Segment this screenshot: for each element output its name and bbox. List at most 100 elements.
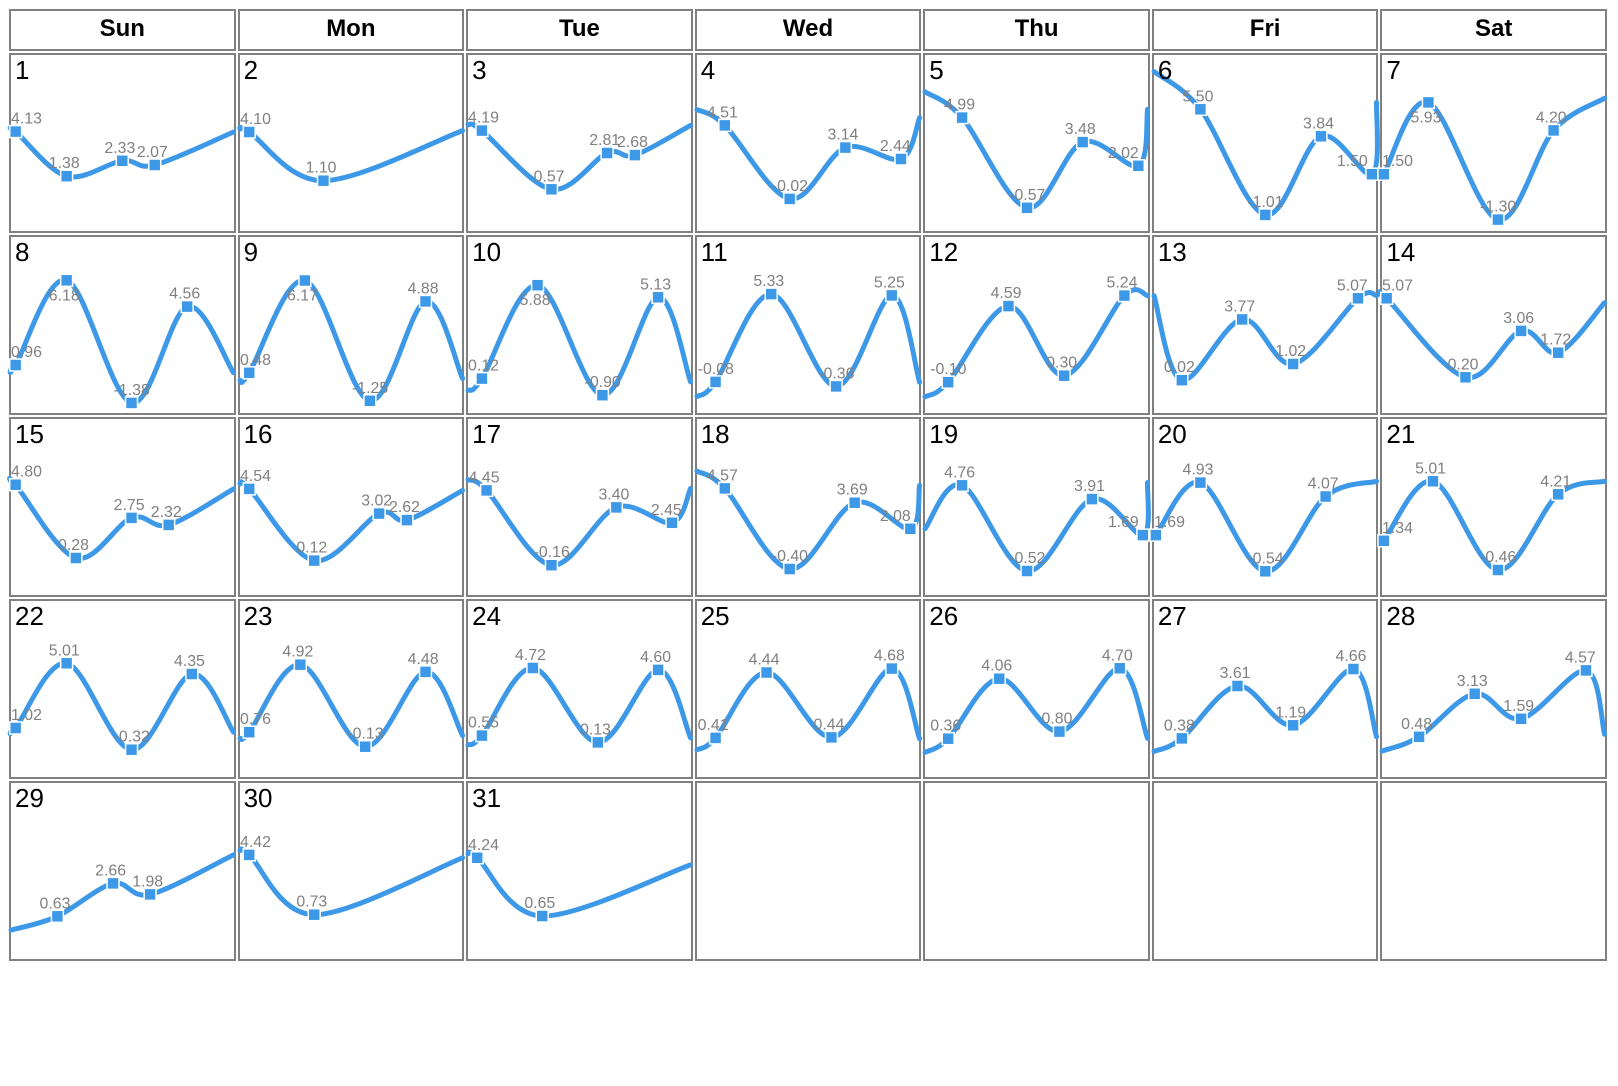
calendar-day-empty — [1152, 781, 1379, 961]
tide-chart: 0.486.17-1.254.88 — [240, 267, 463, 413]
tide-chart: 0.764.92-0.134.48 — [240, 631, 463, 777]
tide-value-label: 4.88 — [407, 280, 438, 297]
tide-value-label: 4.59 — [991, 285, 1022, 302]
calendar-day: 270.383.611.194.66 — [1152, 599, 1379, 779]
tide-value-label: 5.88 — [520, 292, 551, 309]
tide-value-label: 4.70 — [1102, 647, 1133, 664]
calendar-day: 240.554.720.134.60 — [466, 599, 693, 779]
calendar-day: 314.240.65 — [466, 781, 693, 961]
tide-value-label: 5.07 — [1382, 277, 1413, 294]
tide-value-label: 1.69 — [1154, 514, 1185, 531]
tide-curve — [468, 480, 691, 566]
tide-curve — [239, 127, 462, 180]
calendar-day: 100.125.88-0.905.13 — [466, 235, 693, 415]
day-number: 21 — [1386, 419, 1415, 450]
day-number: 17 — [472, 419, 501, 450]
calendar-day: 44.51-0.023.142.44 — [695, 53, 922, 233]
tide-value-label: 5.07 — [1337, 277, 1368, 294]
day-number: 29 — [15, 783, 44, 814]
tide-value-label: 4.20 — [1536, 109, 1567, 126]
tide-value-label: 2.66 — [95, 862, 126, 879]
tide-chart: 0.125.88-0.905.13 — [468, 267, 691, 413]
calendar-day: 230.764.92-0.134.48 — [238, 599, 465, 779]
tide-value-label: 1.50 — [1337, 153, 1368, 170]
tide-value-label: 4.19 — [468, 110, 499, 127]
weekday-header: Sun — [9, 9, 236, 51]
tide-value-label: 4.45 — [469, 469, 500, 486]
tide-chart: 5.50-1.013.841.50 — [1154, 85, 1377, 231]
tide-value-label: 2.08 — [880, 508, 911, 525]
calendar-day: 290.632.661.98 — [9, 781, 236, 961]
calendar-day: 65.50-1.013.841.50 — [1152, 53, 1379, 233]
tide-value-label: 3.13 — [1457, 673, 1488, 690]
calendar-day: 145.070.203.061.72 — [1380, 235, 1607, 415]
tide-value-label: 1.98 — [132, 873, 163, 890]
calendar-day: 250.414.440.444.68 — [695, 599, 922, 779]
tide-value-label: 4.13 — [11, 111, 42, 128]
tide-marker — [61, 274, 73, 286]
day-number: 7 — [1386, 55, 1400, 86]
calendar-day: 280.483.131.594.57 — [1380, 599, 1607, 779]
tide-value-label: 0.13 — [580, 721, 611, 738]
day-number: 10 — [472, 237, 501, 268]
tide-value-label: 1.50 — [1382, 153, 1413, 170]
weekday-header: Fri — [1152, 9, 1379, 51]
tide-value-label: 2.44 — [880, 138, 911, 155]
tide-value-label: 4.72 — [515, 647, 546, 664]
calendar-day: 14.131.382.332.07 — [9, 53, 236, 233]
tide-value-label: 2.75 — [114, 497, 145, 514]
tide-value-label: 0.36 — [931, 718, 962, 735]
tide-value-label: 1.59 — [1504, 698, 1535, 715]
tide-value-label: -0.46 — [1480, 549, 1516, 566]
tide-value-label: 2.81 — [589, 132, 620, 149]
tide-value-label: 0.55 — [468, 715, 499, 732]
calendar-day: 90.486.17-1.254.88 — [238, 235, 465, 415]
tide-curve — [925, 290, 1148, 397]
tide-chart: 4.190.572.812.68 — [468, 85, 691, 231]
tide-chart: 5.01-0.464.211.34 — [1382, 449, 1605, 595]
tide-value-label: 3.02 — [361, 493, 392, 510]
tide-value-label: 4.24 — [468, 837, 499, 854]
tide-curve — [697, 669, 920, 750]
tide-chart: 4.101.10 — [240, 85, 463, 231]
tide-chart: -0.104.590.305.24 — [925, 267, 1148, 413]
tide-value-label: -1.38 — [114, 382, 150, 399]
day-number: 27 — [1158, 601, 1187, 632]
tide-value-label: 0.96 — [11, 344, 42, 361]
day-number: 9 — [244, 237, 258, 268]
tide-value-label: 1.19 — [1275, 704, 1306, 721]
tide-value-label: 4.57 — [1565, 649, 1596, 666]
weekday-header: Wed — [695, 9, 922, 51]
tide-chart: 4.57-0.403.692.08 — [697, 449, 920, 595]
tide-calendar: SunMonTueWedThuFriSat14.131.382.332.0724… — [8, 8, 1608, 962]
tide-value-label: 0.02 — [1164, 359, 1195, 376]
tide-value-label: 0.48 — [240, 352, 271, 369]
day-number: 8 — [15, 237, 29, 268]
tide-value-label: 0.28 — [58, 537, 89, 554]
tide-chart: 0.554.720.134.60 — [468, 631, 691, 777]
tide-chart: -0.085.33-0.365.25 — [697, 267, 920, 413]
tide-value-label: 0.12 — [296, 540, 327, 557]
day-number: 3 — [472, 55, 486, 86]
tide-value-label: -0.02 — [772, 178, 808, 195]
tide-value-label: 2.68 — [617, 134, 648, 151]
tide-value-label: -0.16 — [534, 544, 570, 561]
tide-value-label: 1.72 — [1541, 332, 1572, 349]
tide-value-label: 4.56 — [169, 286, 200, 303]
tide-chart: 0.632.661.98 — [11, 813, 234, 959]
tide-value-label: 4.42 — [240, 834, 271, 851]
tide-value-label: 0.48 — [1402, 716, 1433, 733]
tide-chart: 5.93-1.304.201.50 — [1382, 85, 1605, 231]
calendar-day: 215.01-0.464.211.34 — [1380, 417, 1607, 597]
tide-value-label: 4.92 — [282, 644, 313, 661]
tide-chart: 4.99-0.573.482.02 — [925, 85, 1148, 231]
day-number: 4 — [701, 55, 715, 86]
tide-marker — [298, 275, 310, 287]
tide-value-label: -0.90 — [585, 374, 621, 391]
tide-chart: 1.025.01-0.324.35 — [11, 631, 234, 777]
day-number: 19 — [929, 419, 958, 450]
tide-curve — [10, 478, 234, 558]
weekday-header: Tue — [466, 9, 693, 51]
calendar-day: 164.540.123.022.62 — [238, 417, 465, 597]
day-number: 13 — [1158, 237, 1187, 268]
